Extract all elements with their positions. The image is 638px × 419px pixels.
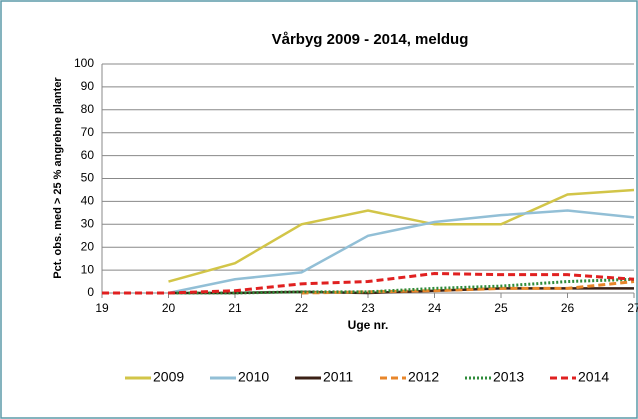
x-tick-label: 25 <box>494 301 508 315</box>
x-tick-label: 24 <box>428 301 442 315</box>
x-tick-label: 21 <box>228 301 242 315</box>
x-tick-label: 23 <box>361 301 375 315</box>
legend-label: 2009 <box>153 369 184 385</box>
x-tick-label: 20 <box>162 301 176 315</box>
series-line <box>102 272 635 295</box>
legend-label: 2013 <box>493 369 524 385</box>
series-line <box>168 188 635 283</box>
legend-label: 2014 <box>578 369 609 385</box>
x-tick-label: 26 <box>561 301 575 315</box>
y-tick-label: 40 <box>81 194 95 208</box>
y-tick-label: 30 <box>81 216 95 230</box>
x-axis-label: Uge nr. <box>348 318 389 332</box>
chart-title: Vårbyg 2009 - 2014, meldug <box>272 31 469 48</box>
legend-label: 2011 <box>323 369 353 385</box>
y-tick-label: 50 <box>81 171 95 185</box>
legend-label: 2012 <box>408 369 439 385</box>
y-tick-label: 80 <box>81 102 95 116</box>
x-tick-label: 19 <box>95 301 109 315</box>
y-tick-label: 20 <box>81 239 95 253</box>
legend-label: 2010 <box>238 369 269 385</box>
y-axis-label: Pct. obs. med > 25 % angrebne planter <box>52 77 64 279</box>
y-tick-label: 10 <box>81 262 95 276</box>
y-tick-label: 70 <box>81 125 95 139</box>
series-line <box>168 277 635 295</box>
y-tick-label: 60 <box>81 148 95 162</box>
series-line <box>168 209 635 295</box>
y-tick-label: 100 <box>74 56 94 70</box>
y-tick-label: 0 <box>87 285 94 299</box>
x-tick-label: 22 <box>295 301 309 315</box>
x-tick-label: 27 <box>627 301 638 315</box>
y-tick-label: 90 <box>81 79 95 93</box>
